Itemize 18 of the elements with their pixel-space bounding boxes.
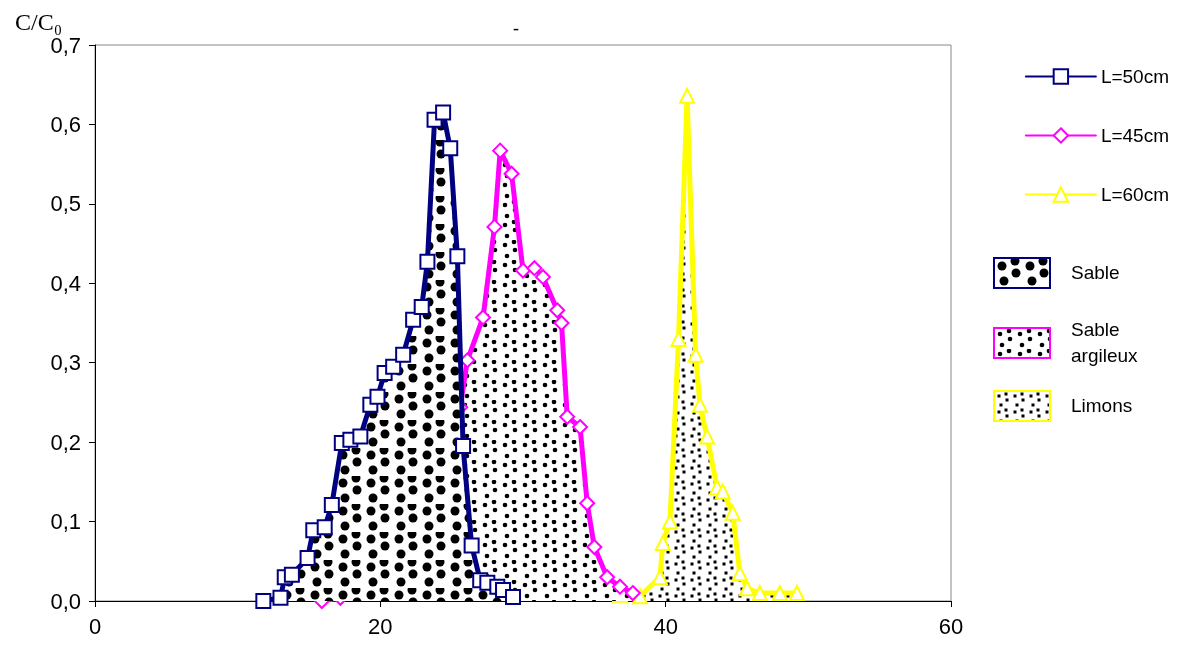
y-tick-label: 0,5 [50,191,81,217]
text: Limons [1071,394,1134,418]
x-tick-label: 40 [653,613,678,639]
legend-label: L=60cm [1100,184,1169,205]
x-tick-label: 20 [368,613,393,639]
text: Sable [1071,261,1121,285]
y-tick-label: 0,1 [50,509,81,535]
y-tick-label: 0,4 [50,270,81,296]
legend-label: L=45cm [1100,125,1169,146]
legend-label: L=50cm [1100,66,1169,87]
y-tick-label: 0,3 [50,350,81,376]
chart-title: - [513,18,519,38]
x-tick-label: 60 [938,613,964,639]
y-tick-label: 0,6 [50,111,81,137]
y-tick-label: 0,0 [50,588,81,614]
text: Sable argileux [1071,318,1139,368]
y-tick-label: 0,2 [50,429,81,455]
x-tick-label: 0 [88,613,102,639]
